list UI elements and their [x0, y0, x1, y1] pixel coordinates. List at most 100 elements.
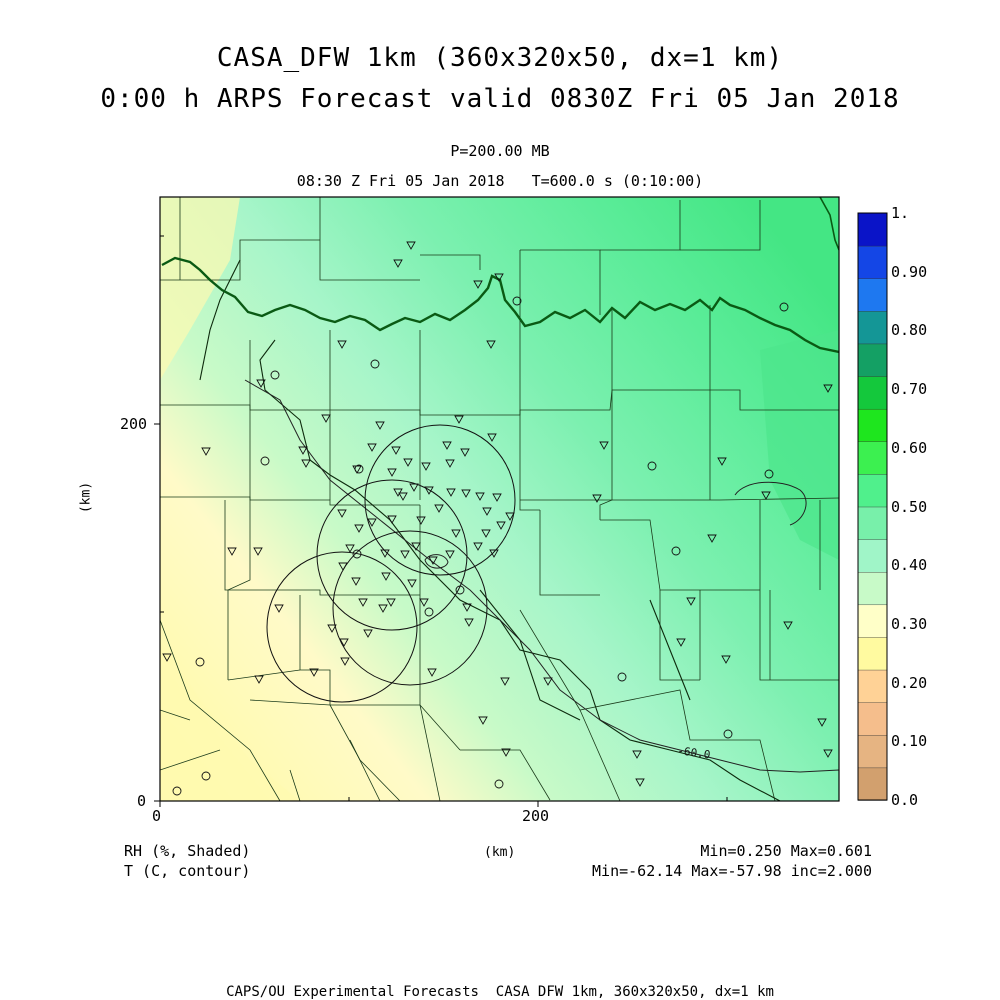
- station-triangle: [367, 443, 377, 452]
- colorbar-segment: [857, 245, 888, 279]
- axis-ticks: [154, 235, 728, 807]
- colorbar-segment: [857, 343, 888, 377]
- station-circle: [424, 607, 434, 617]
- station-triangle: [421, 462, 431, 471]
- station-triangle: [446, 488, 456, 497]
- station-triangle: [442, 441, 452, 450]
- footer-credit: CAPS/OU Experimental Forecasts CASA DFW …: [226, 984, 774, 1000]
- station-triangle: [464, 618, 474, 627]
- station-triangle: [407, 579, 417, 588]
- station-circle: [172, 786, 182, 796]
- colorbar-segment: [857, 278, 888, 312]
- station-triangle: [823, 749, 833, 758]
- station-triangle: [486, 340, 496, 349]
- station-triangle: [254, 675, 264, 684]
- colorbar-segment: [857, 636, 888, 671]
- border-ne: [819, 197, 839, 251]
- map-plot-area: [160, 197, 839, 801]
- station-triangle: [823, 384, 833, 393]
- station-triangle: [445, 550, 455, 559]
- station-triangle: [345, 544, 355, 553]
- station-triangle: [400, 550, 410, 559]
- station-triangle: [434, 504, 444, 513]
- colorbar-segment: [857, 375, 888, 410]
- station-triangle: [339, 638, 349, 647]
- station-triangle: [599, 441, 609, 450]
- colorbar-label: 1.: [891, 204, 910, 222]
- x-tick-0: 0: [152, 807, 162, 825]
- river-lines: [199, 259, 781, 801]
- station-triangle: [462, 603, 472, 612]
- chart-title-line1: CASA_DFW 1km (360x320x50, dx=1 km): [216, 43, 784, 73]
- colorbar-segment: [857, 701, 888, 736]
- station-triangle: [358, 598, 368, 607]
- station-triangle: [478, 716, 488, 725]
- station-triangle: [428, 556, 438, 565]
- colorbar-segment: [857, 310, 888, 345]
- rh-shading-high: [760, 330, 839, 560]
- colorbar-label: 0.90: [891, 262, 928, 281]
- colorbar-label: 0.70: [891, 380, 928, 399]
- station-circle: [260, 456, 270, 466]
- station-circle: [370, 359, 380, 369]
- station-circle: [354, 464, 364, 474]
- station-triangle: [487, 433, 497, 442]
- colorbar-segment: [857, 506, 888, 540]
- colorbar-segment: [857, 473, 888, 508]
- red-river-border: [161, 256, 839, 354]
- y-tick-0: 0: [137, 792, 147, 810]
- station-triangle: [817, 718, 827, 727]
- station-circles: [172, 296, 789, 796]
- station-triangle: [398, 492, 408, 501]
- radar-ring-2: [316, 479, 468, 631]
- station-triangle: [309, 668, 319, 677]
- station-circle: [455, 585, 465, 595]
- station-circle: [352, 549, 362, 559]
- colorbar-label: 0.60: [891, 438, 928, 457]
- station-triangle: [427, 668, 437, 677]
- station-triangle: [505, 512, 515, 521]
- pressure-level-label: P=200.00 MB: [450, 142, 550, 160]
- station-triangle: [201, 447, 211, 456]
- station-triangle: [338, 562, 348, 571]
- station-triangle: [632, 750, 642, 759]
- station-triangle: [227, 547, 237, 556]
- station-triangle: [327, 624, 337, 633]
- station-triangle: [424, 486, 434, 495]
- station-triangle: [380, 549, 390, 558]
- shaded-field-label: RH (%, Shaded): [124, 842, 251, 860]
- station-triangle: [461, 489, 471, 498]
- station-circle: [647, 461, 657, 471]
- chart-title-line2: 0:00 h ARPS Forecast valid 0830Z Fri 05 …: [100, 84, 900, 114]
- temperature-contour-closed: [424, 554, 449, 569]
- station-triangle: [489, 549, 499, 558]
- colorbar-label: 0.80: [891, 321, 928, 340]
- station-triangle: [367, 518, 377, 527]
- station-circle: [201, 771, 211, 781]
- station-triangle: [340, 657, 350, 666]
- station-triangle: [482, 507, 492, 516]
- station-triangle: [321, 414, 331, 423]
- radar-ring-3: [332, 530, 488, 686]
- radar-range-rings: [266, 424, 516, 703]
- colorbar-segment: [857, 408, 888, 442]
- y-tick-200: 200: [120, 415, 148, 433]
- station-triangle: [676, 638, 686, 647]
- station-triangle: [721, 655, 731, 664]
- radar-ring-1: [364, 424, 516, 576]
- station-triangle: [298, 446, 308, 455]
- station-triangle: [406, 241, 416, 250]
- station-circle: [195, 657, 205, 667]
- station-triangle: [391, 446, 401, 455]
- station-triangle: [337, 340, 347, 349]
- station-triangle: [387, 468, 397, 477]
- station-triangle: [761, 491, 771, 500]
- rh-shading-low: [160, 640, 300, 801]
- colorbar-segment: [857, 538, 888, 573]
- station-triangle: [378, 604, 388, 613]
- station-triangle: [393, 259, 403, 268]
- colorbar-segment: [857, 604, 888, 638]
- station-triangle: [162, 653, 172, 662]
- temperature-contour: [244, 379, 839, 773]
